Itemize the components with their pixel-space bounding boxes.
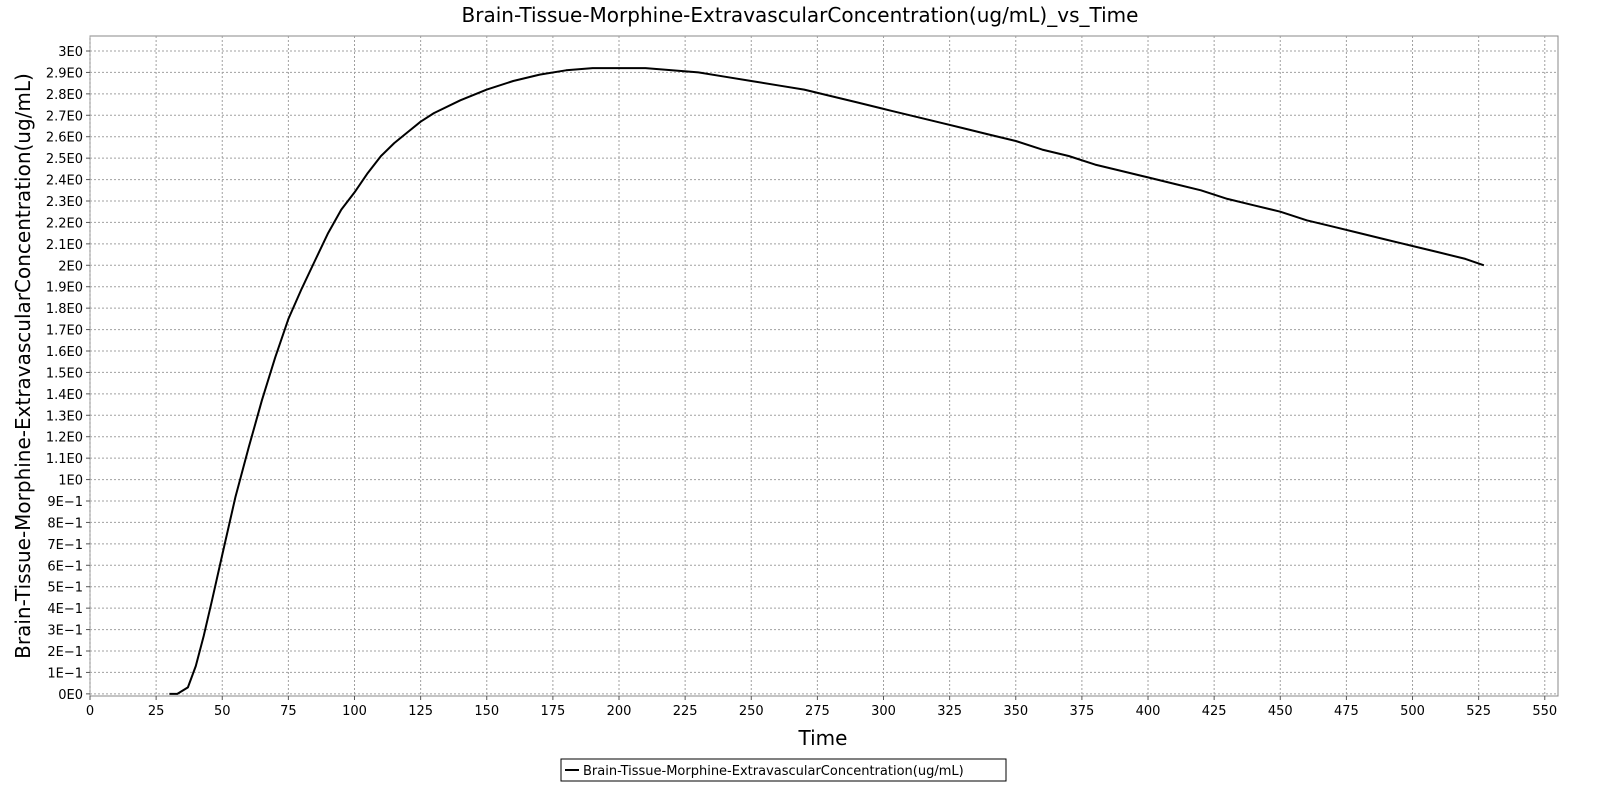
axis-ticks: 0 25 50 75 100 125 150 175 200 225 250 275 300 325 350… [46, 45, 1557, 719]
y-tick-label: 1.9E0 [46, 281, 83, 296]
y-tick-label: 2.8E0 [46, 88, 83, 103]
y-tick-label: 2.4E0 [46, 174, 83, 189]
y-axis-label: Brain-Tissue-Morphine-ExtravascularConce… [11, 73, 35, 659]
x-tick-label: 450 [1268, 704, 1293, 719]
legend: Brain-Tissue-Morphine-ExtravascularConce… [560, 758, 1007, 782]
x-tick-label: 250 [739, 704, 764, 719]
legend-label: Brain-Tissue-Morphine-ExtravascularConce… [583, 764, 964, 779]
y-tick-label: 2.7E0 [46, 109, 83, 124]
y-tick-label: 1.3E0 [46, 409, 83, 424]
x-tick-label: 500 [1400, 704, 1425, 719]
x-tick-label: 550 [1532, 704, 1557, 719]
y-tick-label: 3E−1 [47, 624, 83, 639]
x-tick-label: 175 [540, 704, 565, 719]
x-tick-label: 275 [805, 704, 830, 719]
y-tick-label: 1.7E0 [46, 324, 83, 339]
x-tick-label: 125 [408, 704, 433, 719]
y-tick-label: 9E−1 [47, 495, 83, 510]
x-tick-label: 150 [474, 704, 499, 719]
x-tick-label: 475 [1334, 704, 1359, 719]
y-tick-label: 2E−1 [47, 645, 83, 660]
y-tick-label: 1.6E0 [46, 345, 83, 360]
y-tick-label: 7E−1 [47, 538, 83, 553]
y-tick-label: 3E0 [58, 45, 83, 60]
y-tick-label: 1.4E0 [46, 388, 83, 403]
y-tick-label: 2E0 [58, 259, 83, 274]
y-tick-label: 0E0 [58, 688, 83, 703]
y-tick-label: 2.2E0 [46, 216, 83, 231]
series-layer [169, 67, 1485, 695]
y-tick-label: 1.5E0 [46, 366, 83, 381]
y-tick-label: 4E−1 [47, 602, 83, 617]
x-tick-label: 50 [214, 704, 231, 719]
y-tick-label: 2.3E0 [46, 195, 83, 210]
y-tick-label: 2.9E0 [46, 66, 83, 81]
x-tick-label: 350 [1003, 704, 1028, 719]
x-tick-label: 425 [1202, 704, 1227, 719]
x-tick-label: 25 [148, 704, 165, 719]
y-tick-label: 5E−1 [47, 581, 83, 596]
y-tick-label: 2.5E0 [46, 152, 83, 167]
x-tick-label: 325 [937, 704, 962, 719]
x-tick-label: 375 [1069, 704, 1094, 719]
y-tick-label: 6E−1 [47, 559, 83, 574]
y-tick-label: 8E−1 [47, 516, 83, 531]
legend-box [560, 758, 1007, 782]
x-tick-label: 400 [1136, 704, 1161, 719]
series-line [169, 67, 1485, 695]
y-tick-label: 1.8E0 [46, 302, 83, 317]
y-tick-label: 1.1E0 [46, 452, 83, 467]
chart-title: Brain-Tissue-Morphine-ExtravascularConce… [462, 3, 1139, 27]
grid-lines [89, 36, 1558, 696]
y-tick-label: 2.6E0 [46, 131, 83, 146]
x-tick-label: 300 [871, 704, 896, 719]
x-tick-label: 225 [673, 704, 698, 719]
x-tick-label: 100 [342, 704, 367, 719]
x-tick-label: 0 [86, 704, 94, 719]
y-tick-label: 2.1E0 [46, 238, 83, 253]
x-tick-label: 75 [280, 704, 297, 719]
y-tick-label: 1.2E0 [46, 431, 83, 446]
x-tick-label: 525 [1466, 704, 1491, 719]
y-tick-label: 1E−1 [47, 666, 83, 681]
x-axis-label: Time [798, 726, 848, 750]
plot-area [89, 35, 1559, 697]
y-tick-label: 1E0 [58, 474, 83, 489]
x-tick-label: 200 [607, 704, 632, 719]
